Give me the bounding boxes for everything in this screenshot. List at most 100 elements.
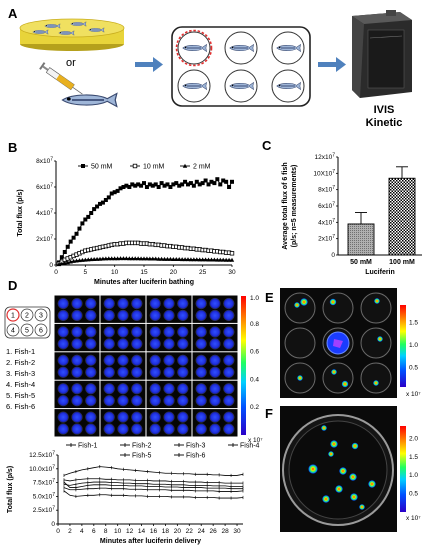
colorbar-tick: 0.5 bbox=[409, 365, 418, 372]
colorbar-d-top: 1.0 bbox=[250, 295, 259, 302]
data-point bbox=[180, 182, 185, 187]
y-tick-label: 8x107 bbox=[318, 185, 335, 194]
data-point bbox=[106, 195, 111, 200]
x-tick-label: 10 bbox=[114, 528, 122, 535]
signal-spot bbox=[349, 473, 357, 481]
highlighted-well bbox=[175, 29, 213, 67]
signal-spot bbox=[339, 467, 347, 475]
data-point bbox=[124, 256, 129, 261]
colorbar-d: 1.0 0.8 0.6 0.4 0.2 x 10⁷ bbox=[241, 295, 263, 444]
data-point bbox=[112, 256, 117, 261]
data-point bbox=[92, 207, 97, 212]
imaging-frame bbox=[54, 380, 100, 409]
data-point bbox=[80, 221, 85, 226]
data-point bbox=[212, 181, 217, 186]
data-point bbox=[165, 256, 170, 261]
data-point bbox=[138, 256, 144, 261]
panel-b: B 0 5 10 15 20 25 30 0 2x107 4x107 6x107 8x107 Minut… bbox=[8, 140, 236, 286]
data-point bbox=[133, 256, 138, 261]
well-number-5: 5 bbox=[20, 323, 34, 337]
panel-label-d: D bbox=[8, 278, 17, 293]
data-point bbox=[86, 214, 91, 219]
imaging-frame bbox=[146, 352, 192, 380]
petri-dish-icon bbox=[19, 18, 125, 51]
bar bbox=[388, 177, 416, 256]
legend-label: Fish-1 bbox=[78, 443, 98, 450]
data-point bbox=[177, 256, 182, 261]
data-point bbox=[209, 179, 214, 184]
data-point bbox=[118, 256, 123, 261]
series-line bbox=[63, 490, 244, 499]
x-tick-label: 0 bbox=[56, 528, 60, 535]
data-point bbox=[153, 256, 158, 261]
data-point bbox=[150, 256, 155, 261]
well-number-6: 6 bbox=[34, 323, 48, 337]
data-point bbox=[77, 226, 82, 231]
data-point bbox=[142, 181, 146, 186]
signal-spot bbox=[300, 298, 308, 306]
svg-text:1: 1 bbox=[11, 313, 15, 320]
data-point bbox=[197, 182, 202, 187]
colorbar-tick: 0.6 bbox=[250, 349, 259, 356]
imaging-grid bbox=[54, 295, 238, 437]
legend-label: 2 mM bbox=[193, 164, 211, 171]
well-layout-diagram: 1 2 3 4 5 6 bbox=[4, 306, 51, 339]
signal-spot bbox=[373, 380, 379, 386]
x-tick-label: 28 bbox=[221, 528, 229, 535]
x-tick-label: 5 bbox=[84, 269, 88, 276]
signal-spot bbox=[330, 440, 338, 448]
panel-c: C 0 2x107 4x107 6x107 8x107 10X107 12x107 50 mM… bbox=[262, 138, 422, 276]
imaging-frame bbox=[100, 409, 146, 437]
y-tick-label: 4x107 bbox=[318, 218, 335, 227]
x-tick-label: 25 bbox=[199, 269, 207, 276]
legend-entry: Fish-4 bbox=[228, 443, 260, 450]
data-point bbox=[109, 256, 114, 261]
legend-label: Fish-4 bbox=[240, 443, 260, 450]
legend-label: Fish-2 bbox=[132, 443, 152, 450]
data-point bbox=[186, 182, 190, 187]
data-point bbox=[59, 255, 64, 260]
imaging-well bbox=[360, 292, 392, 324]
data-point bbox=[100, 256, 106, 261]
data-point bbox=[215, 257, 220, 262]
data-point bbox=[144, 256, 150, 261]
data-point bbox=[171, 256, 176, 261]
y-axis-label: Total flux (p/s) bbox=[7, 466, 14, 513]
y-tick-label: 8x107 bbox=[36, 157, 53, 166]
panel-label-e: E bbox=[265, 290, 274, 305]
data-point bbox=[127, 185, 132, 189]
colorbar-tick: 0.8 bbox=[250, 321, 259, 328]
signal-spot bbox=[359, 504, 365, 510]
legend-label: Fish-5 bbox=[132, 453, 152, 460]
x-tick-label: 6 bbox=[92, 528, 96, 535]
data-point bbox=[86, 257, 91, 262]
imaging-well bbox=[284, 362, 316, 394]
y-tick-label: 2.5x107 bbox=[33, 506, 56, 515]
x-axis-label: Minutes after luciferin delivery bbox=[100, 538, 201, 545]
data-point bbox=[153, 182, 158, 187]
fish-list-item: 1. Fish-1 bbox=[6, 347, 35, 356]
data-point bbox=[200, 181, 205, 186]
data-point bbox=[127, 256, 132, 261]
data-point bbox=[230, 179, 234, 184]
data-point bbox=[81, 164, 85, 168]
y-tick-label: 10X107 bbox=[313, 169, 335, 178]
legend-label: Fish-3 bbox=[186, 443, 206, 450]
imaging-well bbox=[284, 292, 316, 324]
bar bbox=[347, 223, 375, 256]
legend-entry: Fish-2 bbox=[120, 443, 152, 450]
fish-list-item: 4. Fish-4 bbox=[6, 380, 35, 389]
colorbar-tick: 0.5 bbox=[409, 491, 418, 498]
well-number-4: 4 bbox=[6, 323, 20, 337]
y-tick-label: 10.0x107 bbox=[29, 464, 55, 473]
x-tick-label: 10 bbox=[111, 269, 119, 276]
data-point bbox=[200, 257, 205, 262]
imaging-frame bbox=[100, 352, 146, 380]
colorbar-e: 1.5 1.0 0.5 x 10⁷ bbox=[400, 305, 421, 398]
data-point bbox=[182, 163, 188, 168]
imaging-well bbox=[322, 292, 354, 324]
series-fish-4 bbox=[63, 480, 244, 491]
svg-text:5: 5 bbox=[25, 328, 29, 335]
data-point bbox=[68, 239, 73, 244]
signal-spot bbox=[350, 493, 358, 501]
